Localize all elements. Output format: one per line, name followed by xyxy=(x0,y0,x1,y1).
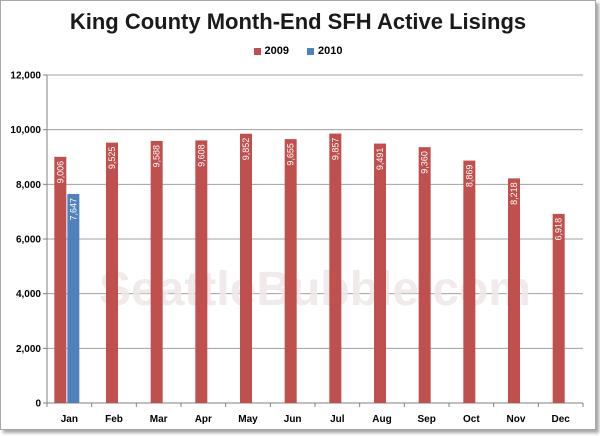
chart-title: King County Month-End SFH Active Lisings xyxy=(69,9,527,34)
x-tick-label-apr: Apr xyxy=(195,414,212,425)
bar-2009-dec xyxy=(552,213,565,403)
x-tick-label-nov: Nov xyxy=(507,414,526,425)
data-label-2009-aug: 9,491 xyxy=(375,148,385,171)
x-tick-label-feb: Feb xyxy=(105,414,123,425)
y-tick-label: 2,000 xyxy=(16,344,41,355)
x-tick-label-jan: Jan xyxy=(61,414,78,425)
x-tick-label-dec: Dec xyxy=(551,414,570,425)
legend-item-2010: 2010 xyxy=(307,45,342,57)
bar-2009-jun xyxy=(284,139,297,403)
x-tick-label-mar: Mar xyxy=(150,414,168,425)
y-tick-label: 12,000 xyxy=(10,71,41,82)
bar-2009-oct xyxy=(463,160,476,403)
data-label-2009-jan: 9,006 xyxy=(55,161,65,184)
y-tick-label: 0 xyxy=(35,399,41,410)
bar-2009-jan xyxy=(54,156,67,403)
chart-frame: King County Month-End SFH Active Lisings… xyxy=(0,0,596,430)
data-label-2009-jun: 9,655 xyxy=(286,143,296,166)
bar-2009-aug xyxy=(374,143,386,403)
x-tick-label-may: May xyxy=(238,414,258,425)
bar-2009-sep xyxy=(418,147,431,403)
legend-label-2009: 2009 xyxy=(264,45,289,57)
data-label-2009-jul: 9,857 xyxy=(330,138,340,161)
x-tick-label-jun: Jun xyxy=(284,414,302,425)
data-label-2009-feb: 9,525 xyxy=(107,147,117,170)
legend-item-2009: 2009 xyxy=(253,45,289,57)
chart-legend: 2009 2010 xyxy=(1,45,595,57)
bar-2009-mar xyxy=(150,140,163,404)
bar-2009-nov xyxy=(508,178,520,403)
x-tick-label-jul: Jul xyxy=(330,414,345,425)
y-tick-label: 10,000 xyxy=(10,125,41,136)
legend-swatch-2010 xyxy=(307,47,314,55)
watermark-text: SeattleBubble.com xyxy=(99,263,531,316)
data-label-2009-sep: 9,360 xyxy=(420,151,430,174)
data-label-2009-dec: 6,918 xyxy=(554,218,564,241)
x-tick-label-aug: Aug xyxy=(372,414,391,425)
bar-2009-jul xyxy=(329,133,342,404)
y-tick-label: 8,000 xyxy=(16,180,41,191)
y-tick-label: 6,000 xyxy=(16,235,41,246)
data-label-2009-apr: 9,608 xyxy=(196,144,206,167)
data-label-2009-mar: 9,588 xyxy=(152,145,162,168)
legend-swatch-2009 xyxy=(253,47,261,55)
data-label-2009-nov: 8,218 xyxy=(509,182,519,205)
bar-2010-jan xyxy=(67,193,80,403)
legend-label-2010: 2010 xyxy=(318,45,343,57)
x-tick-label-sep: Sep xyxy=(417,414,435,425)
y-tick-label: 4,000 xyxy=(16,289,41,300)
x-tick-label-oct: Oct xyxy=(463,414,480,425)
bar-2009-may xyxy=(240,133,252,403)
data-label-2009-oct: 8,869 xyxy=(464,165,474,188)
data-label-2010-jan: 7,647 xyxy=(68,198,78,221)
bar-2009-apr xyxy=(195,140,208,403)
bar-2009-feb xyxy=(106,142,118,403)
data-label-2009-may: 9,852 xyxy=(241,138,251,161)
